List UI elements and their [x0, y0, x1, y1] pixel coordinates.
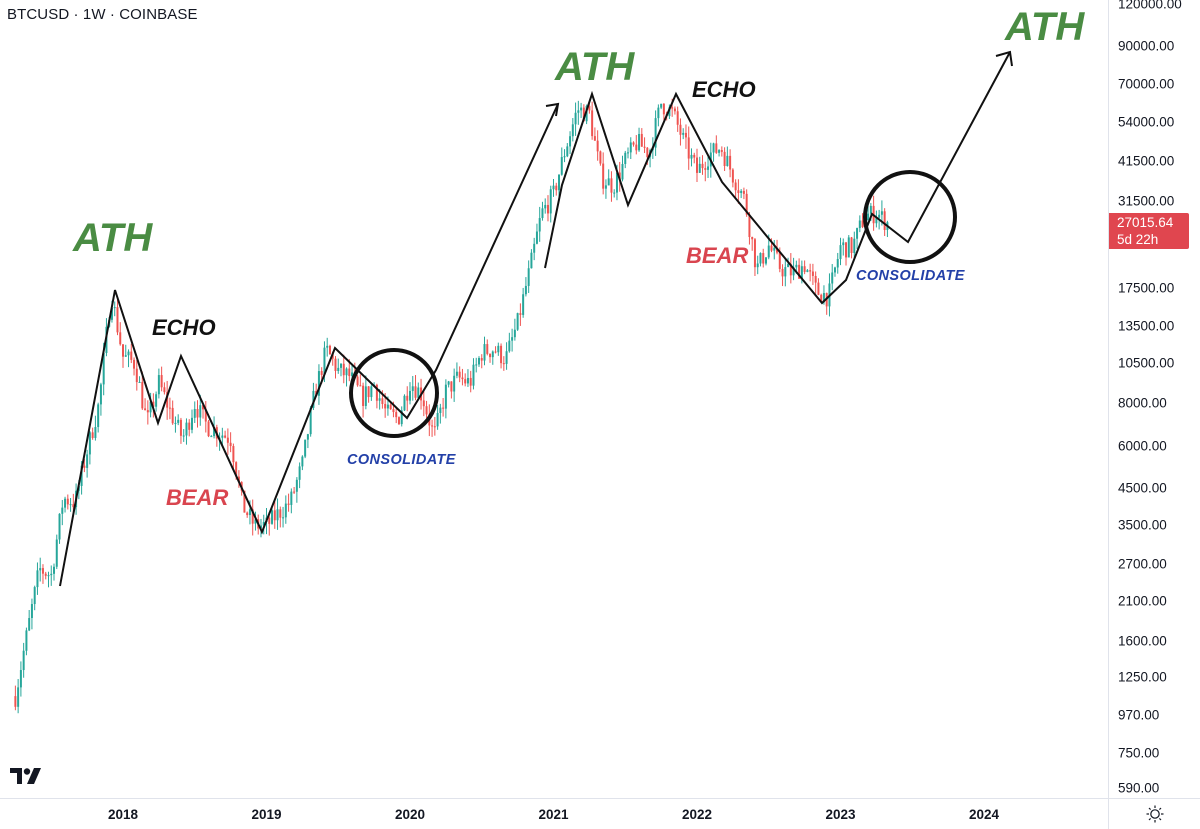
time-tick-label: 2019 — [251, 807, 282, 822]
ath-label-2021: ATH — [555, 45, 635, 89]
price-tick-label: 4500.00 — [1118, 480, 1167, 496]
time-tick-label: 2021 — [538, 807, 569, 822]
bar-countdown: 5d 22h — [1117, 232, 1159, 247]
echo-label-2021: ECHO — [692, 77, 756, 102]
price-tick-label: 31500.00 — [1118, 193, 1175, 209]
price-tick-label: 590.00 — [1118, 780, 1160, 796]
tradingview-logo-icon[interactable] — [10, 768, 42, 784]
consolidate-circle-2019 — [349, 348, 439, 438]
bear-label-2018: BEAR — [166, 485, 229, 510]
price-tick-label: 70000.00 — [1118, 76, 1175, 91]
last-price-badge: 27015.64 5d 22h — [1109, 213, 1189, 249]
price-tick-label: 3500.00 — [1118, 517, 1167, 533]
price-tick-label: 13500.00 — [1118, 318, 1175, 334]
echo-label-2018: ECHO — [152, 315, 216, 340]
price-tick-label: 2100.00 — [1118, 593, 1167, 609]
arrow-head-2021 — [545, 102, 560, 117]
chart-settings-button[interactable] — [1108, 798, 1200, 829]
price-tick-label: 2700.00 — [1118, 556, 1167, 572]
price-tick-label: 17500.00 — [1118, 280, 1175, 296]
price-tick-label: 54000.00 — [1118, 114, 1175, 130]
ath-label-2017: ATH — [73, 216, 153, 260]
time-tick-label: 2020 — [394, 807, 426, 822]
price-tick-label: 10500.00 — [1118, 355, 1175, 371]
consolidate-label-2019: CONSOLIDATE — [347, 452, 456, 468]
chart-pane[interactable]: BTCUSD · 1W · COINBASE ATH ECHO BEAR CON… — [0, 0, 1108, 798]
sun-settings-icon — [1146, 805, 1164, 823]
arrow-head-projected — [995, 50, 1013, 67]
cycle-path-line-2021-2024 — [544, 51, 1011, 305]
price-tick-label: 8000.00 — [1118, 395, 1167, 411]
price-tick-label: 750.00 — [1118, 745, 1160, 761]
price-tick-label: 90000.00 — [1118, 38, 1175, 54]
cycle-path-line-2017-2021 — [59, 103, 559, 587]
symbol-title[interactable]: BTCUSD · 1W · COINBASE — [7, 6, 198, 23]
price-tick-label: 1250.00 — [1118, 669, 1167, 685]
bear-label-2022: BEAR — [686, 243, 749, 268]
ath-label-projected: ATH — [1005, 5, 1085, 49]
time-tick-label: 2024 — [968, 807, 1000, 822]
time-tick-label: 2022 — [681, 807, 713, 822]
price-axis[interactable]: 120000.00 90000.00 70000.00 54000.00 41500.0… — [1108, 0, 1200, 798]
consolidate-circle-2023 — [863, 170, 957, 264]
candlestick-chart[interactable] — [0, 0, 1108, 798]
time-axis[interactable]: 2018 2019 2020 2021 2022 2023 2024 — [0, 798, 1108, 829]
price-tick-label: 120000.00 — [1118, 0, 1182, 12]
price-tick-label: 970.00 — [1118, 707, 1160, 723]
price-tick-label: 1600.00 — [1118, 633, 1167, 649]
price-tick-label: 6000.00 — [1118, 438, 1167, 454]
price-tick-label: 41500.00 — [1118, 153, 1175, 169]
time-tick-label: 2023 — [825, 807, 856, 822]
consolidate-label-2023: CONSOLIDATE — [856, 268, 965, 284]
last-price-value: 27015.64 — [1117, 215, 1174, 230]
time-tick-label: 2018 — [107, 807, 139, 822]
